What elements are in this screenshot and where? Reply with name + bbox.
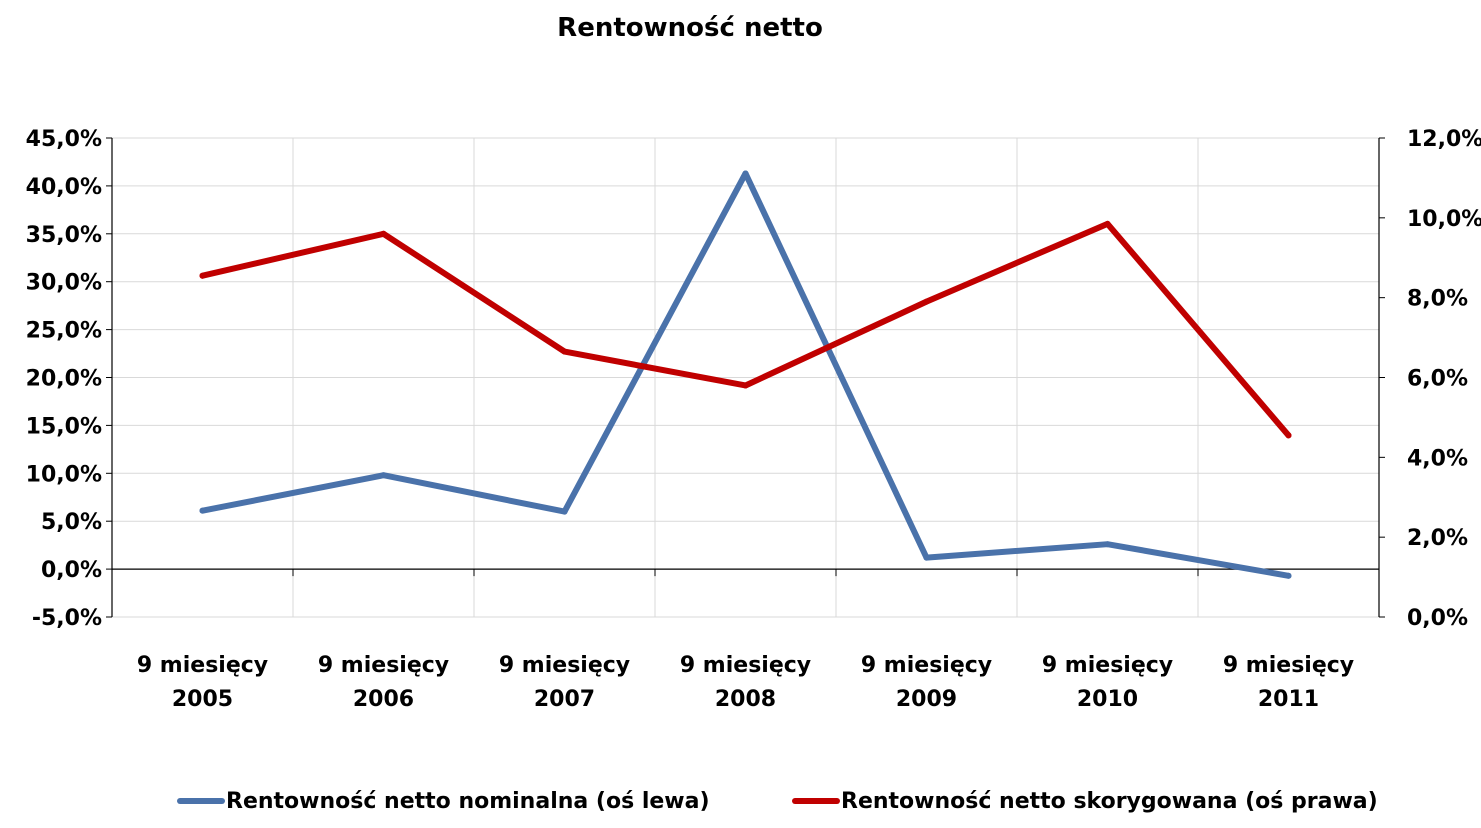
y-left-tick-label: 10,0% xyxy=(26,462,102,487)
y-left-tick-label: 45,0% xyxy=(26,127,102,152)
y-left-tick-label: 35,0% xyxy=(26,223,102,248)
data-point-series-2 xyxy=(923,298,930,305)
y-right-tick-label: 10,0% xyxy=(1407,207,1481,232)
y-left-tick-label: 15,0% xyxy=(26,414,102,439)
y-right-tick-label: 8,0% xyxy=(1407,287,1468,312)
data-point-series-2 xyxy=(1104,220,1111,227)
x-category-label-line: 9 miesięcy xyxy=(1042,653,1173,678)
data-point-series-1 xyxy=(1104,541,1111,548)
data-point-series-1 xyxy=(561,508,568,515)
data-point-series-1 xyxy=(199,507,206,514)
y-left-tick-label: 25,0% xyxy=(26,319,102,344)
x-category-label: 9 miesięcy 2009 xyxy=(861,653,992,712)
x-category-label-line: 9 miesięcy xyxy=(499,653,630,678)
data-point-series-1 xyxy=(742,170,749,177)
x-category-label: 9 miesięcy 2006 xyxy=(318,653,449,712)
chart-legend: Rentowność netto nominalna (oś lewa) Rent… xyxy=(177,789,1378,814)
y-left-tick-label: 5,0% xyxy=(41,510,102,535)
y-left-tick-label: 20,0% xyxy=(26,367,102,392)
x-category-label-line: 9 miesięcy xyxy=(137,653,268,678)
x-category-label-line: 2008 xyxy=(715,687,776,712)
x-category-label-line: 2011 xyxy=(1258,687,1319,712)
x-category-label: 9 miesięcy 2007 xyxy=(499,653,630,712)
y-right-tick-label: 0,0% xyxy=(1407,606,1468,631)
x-category-label-line: 2005 xyxy=(172,687,233,712)
y-left-tick-label: -5,0% xyxy=(32,606,102,631)
axis-layer: -5,0% 0,0% 5,0% 10,0% 15,0% 20,0% 25,0% 30,0% 35… xyxy=(26,127,1481,712)
x-category-label: 9 miesięcy 2010 xyxy=(1042,653,1173,712)
y-right-tick-label: 4,0% xyxy=(1407,446,1468,471)
x-category-label-line: 2006 xyxy=(353,687,414,712)
data-point-series-1 xyxy=(380,472,387,479)
data-point-series-1 xyxy=(1285,572,1292,579)
x-category-label-line: 9 miesięcy xyxy=(1223,653,1354,678)
y-left-tick-label: 0,0% xyxy=(41,558,102,583)
y-left-tick-label: 40,0% xyxy=(26,175,102,200)
x-category-label-line: 2010 xyxy=(1077,687,1138,712)
y-left-tick-label: 30,0% xyxy=(26,271,102,296)
x-category-label: 9 miesięcy 2005 xyxy=(137,653,268,712)
x-category-label-line: 2007 xyxy=(534,687,595,712)
y-right-tick-label: 6,0% xyxy=(1407,367,1468,392)
legend-label-1: Rentowność netto nominalna (oś lewa) xyxy=(226,789,710,814)
data-point-series-2 xyxy=(742,382,749,389)
y-right-tick-label: 2,0% xyxy=(1407,526,1468,551)
series-layer xyxy=(199,170,1292,579)
chart-title: Rentowność netto xyxy=(557,13,823,43)
data-point-series-2 xyxy=(1285,432,1292,439)
data-point-series-2 xyxy=(561,348,568,355)
y-right-tick-label: 12,0% xyxy=(1407,127,1481,152)
x-category-label: 9 miesięcy 2011 xyxy=(1223,653,1354,712)
x-category-label-line: 9 miesięcy xyxy=(861,653,992,678)
data-point-series-2 xyxy=(199,272,206,279)
legend-label-2: Rentowność netto skorygowana (oś prawa) xyxy=(841,789,1378,814)
x-category-label-line: 2009 xyxy=(896,687,957,712)
x-category-label: 9 miesięcy 2008 xyxy=(680,653,811,712)
x-category-label-line: 9 miesięcy xyxy=(318,653,449,678)
x-category-label-line: 9 miesięcy xyxy=(680,653,811,678)
data-point-series-1 xyxy=(923,554,930,561)
grid-layer xyxy=(112,137,1379,618)
data-point-series-2 xyxy=(380,230,387,237)
